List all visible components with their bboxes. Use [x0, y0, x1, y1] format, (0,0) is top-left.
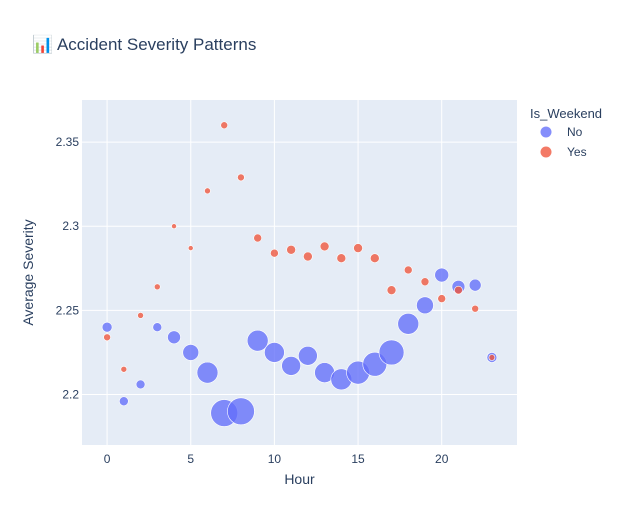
- data-point-yes: [353, 243, 363, 253]
- data-point-no: [167, 330, 181, 345]
- data-point-yes: [153, 283, 161, 291]
- data-point-no: [378, 339, 405, 366]
- data-point-yes: [488, 354, 496, 361]
- x-axis-title: Hour: [284, 471, 315, 487]
- y-tick-label: 2.25: [56, 303, 80, 317]
- legend-item-no[interactable]: No: [540, 125, 583, 139]
- data-point-yes: [303, 251, 313, 262]
- plot-area: [82, 100, 517, 445]
- data-point-yes: [137, 312, 144, 319]
- x-tick-label: 20: [435, 452, 449, 466]
- data-point-no: [416, 296, 434, 315]
- legend-title: Is_Weekend: [530, 106, 602, 121]
- legend-marker: [540, 126, 552, 138]
- data-point-yes: [454, 285, 463, 295]
- x-tick-label: 5: [187, 452, 194, 466]
- series-yes: [103, 121, 496, 373]
- data-point-no: [152, 322, 163, 332]
- legend: Is_Weekend No Yes: [530, 106, 602, 159]
- data-point-yes: [103, 333, 111, 342]
- data-point-no: [101, 321, 113, 333]
- legend-item-yes[interactable]: Yes: [540, 145, 587, 159]
- data-points: [101, 121, 498, 427]
- data-point-no: [227, 397, 255, 426]
- data-point-yes: [187, 245, 194, 251]
- data-point-yes: [204, 187, 211, 195]
- data-point-yes: [420, 277, 430, 287]
- data-point-no: [397, 313, 420, 335]
- y-axis-title: Average Severity: [20, 219, 36, 325]
- data-point-no: [434, 267, 450, 283]
- data-point-yes: [171, 223, 177, 230]
- data-point-yes: [286, 244, 296, 255]
- data-point-yes: [120, 365, 128, 373]
- x-tick-label: 0: [104, 452, 111, 466]
- data-point-no: [298, 346, 318, 366]
- legend-marker: [540, 146, 552, 158]
- data-point-yes: [369, 253, 380, 263]
- data-point-yes: [471, 304, 479, 313]
- data-point-no: [246, 329, 269, 352]
- data-point-yes: [386, 285, 397, 295]
- data-point-no: [196, 361, 219, 384]
- legend-label: No: [567, 125, 583, 139]
- data-point-no: [135, 379, 146, 390]
- data-point-yes: [437, 294, 447, 303]
- data-point-no: [182, 344, 200, 361]
- data-point-yes: [336, 253, 347, 263]
- data-point-yes: [319, 241, 330, 252]
- y-tick-label: 2.35: [56, 135, 80, 149]
- x-axis-ticks: 0 5 10 15 20: [104, 452, 449, 466]
- data-point-yes: [220, 121, 229, 130]
- data-point-yes: [237, 173, 245, 182]
- x-tick-label: 10: [268, 452, 282, 466]
- y-tick-label: 2.3: [62, 219, 79, 233]
- y-tick-label: 2.2: [62, 388, 79, 402]
- y-axis-ticks: 2.2 2.25 2.3 2.35: [56, 135, 80, 401]
- legend-label: Yes: [567, 145, 587, 159]
- x-tick-label: 15: [351, 452, 365, 466]
- data-point-no: [468, 278, 482, 292]
- data-point-yes: [270, 248, 279, 258]
- data-point-no: [264, 342, 285, 363]
- data-point-no: [281, 356, 301, 376]
- data-point-yes: [253, 233, 262, 243]
- data-point-yes: [403, 265, 413, 275]
- chart-title: 📊 Accident Severity Patterns: [32, 34, 256, 54]
- series-no: [101, 267, 498, 427]
- data-point-no: [119, 396, 129, 407]
